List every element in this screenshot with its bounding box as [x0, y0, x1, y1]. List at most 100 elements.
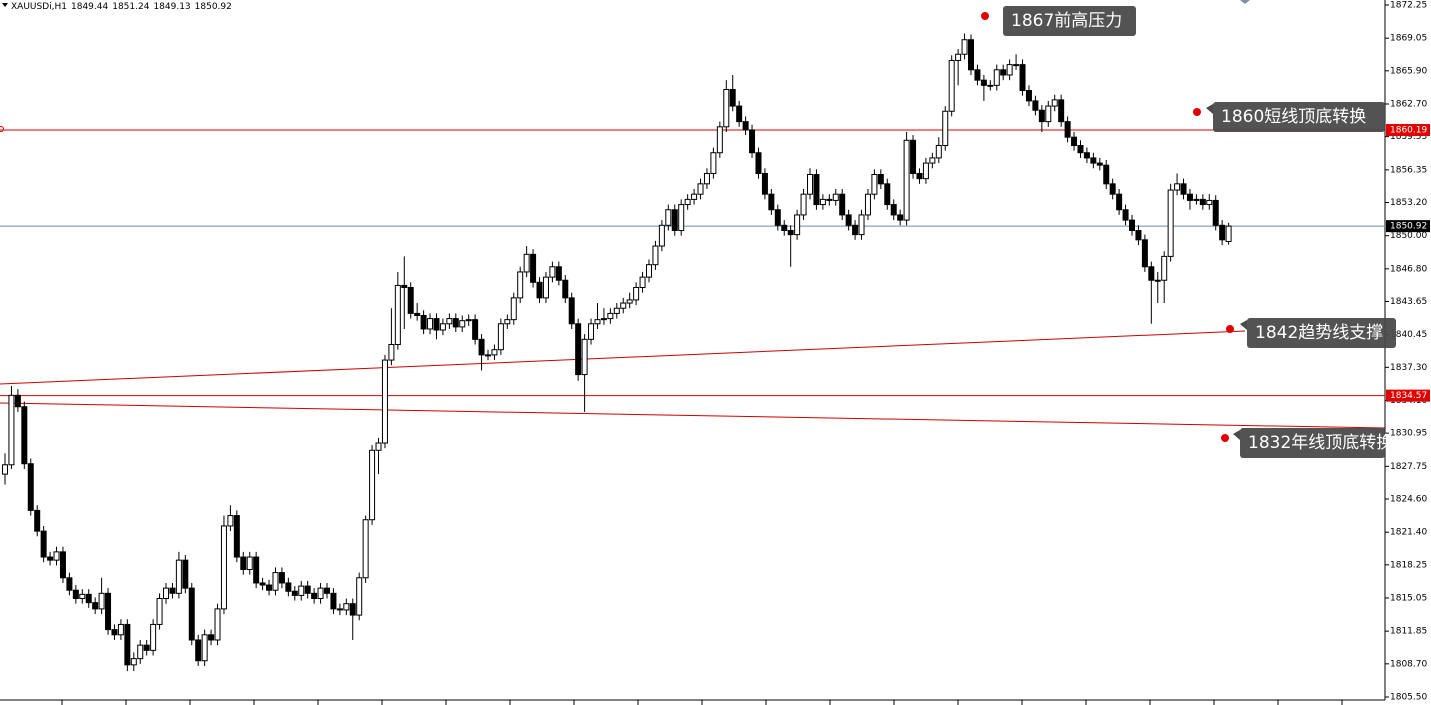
candle-body	[163, 587, 169, 600]
candle-body	[317, 587, 324, 600]
candle-body	[98, 592, 105, 610]
candle-body	[1071, 136, 1078, 146]
candle-body	[768, 193, 775, 211]
candle-body	[819, 198, 826, 206]
scroll-marker[interactable]	[1240, 0, 1250, 4]
candle-body	[929, 157, 936, 164]
candle-body	[369, 449, 376, 521]
candle-body	[491, 349, 498, 356]
candle-body	[517, 271, 524, 299]
candle-body	[1225, 225, 1232, 242]
candle-body	[884, 183, 891, 206]
candle-body	[832, 193, 839, 201]
candle-body	[478, 338, 485, 356]
annotation-text: 1842趋势线支撑	[1255, 323, 1383, 343]
candle-body	[266, 584, 273, 591]
candle-body	[452, 318, 459, 328]
price-tick-label: 1830.95	[1390, 429, 1427, 439]
candle-body	[1025, 90, 1032, 102]
candle-body	[742, 121, 749, 131]
candle-body	[549, 266, 556, 278]
candle-body	[53, 551, 60, 561]
price-tick-label: 1853.20	[1390, 198, 1427, 208]
candle-body	[1103, 164, 1110, 185]
price-tick-label: 1818.25	[1390, 560, 1427, 570]
candle-body	[330, 592, 337, 610]
candle-body	[974, 69, 981, 81]
price-tick-label: 1846.80	[1390, 264, 1427, 274]
candle-body	[1212, 199, 1219, 226]
candle-body	[2, 464, 8, 475]
candle-body	[1077, 144, 1084, 154]
candle-body	[1180, 183, 1187, 195]
candle-body	[684, 198, 691, 206]
candle-body	[1090, 157, 1097, 164]
annotation-box	[1247, 318, 1396, 348]
candle-body	[633, 287, 640, 301]
candle-body	[703, 172, 710, 185]
candle-body	[774, 209, 781, 226]
candle-body	[646, 264, 652, 278]
candle-body	[813, 174, 820, 206]
candle-body	[227, 515, 234, 527]
candle-body	[278, 572, 285, 584]
candle-body	[858, 214, 865, 236]
candle-body	[897, 214, 904, 221]
menu-icon[interactable]	[2, 3, 8, 7]
annotation-dot	[1193, 108, 1201, 116]
candle-body	[117, 623, 124, 636]
candle-body	[92, 602, 99, 610]
candle-body	[105, 592, 112, 631]
candle-body	[710, 152, 717, 174]
candle-body	[240, 556, 247, 570]
candle-body	[542, 276, 549, 299]
price-tick-label: 1808.70	[1390, 659, 1427, 669]
candle-body	[195, 639, 202, 662]
candle-body	[1058, 99, 1065, 123]
price-tick-label: 1859.55	[1390, 132, 1427, 142]
trend-line	[0, 330, 1246, 385]
candle-body	[137, 644, 144, 660]
candle-body	[349, 603, 356, 616]
candle-body	[311, 592, 318, 600]
candle-body	[175, 559, 182, 594]
candle-body	[510, 297, 517, 321]
candle-body	[749, 129, 756, 154]
candle-body	[658, 224, 665, 247]
candle-body	[678, 204, 685, 231]
candle-body	[27, 463, 34, 511]
candle-body	[201, 634, 208, 662]
candle-body	[150, 623, 157, 651]
candle-body	[716, 126, 723, 154]
candle-body	[1174, 183, 1181, 191]
candle-body	[465, 319, 472, 322]
candle-body	[156, 598, 163, 625]
candle-body	[427, 318, 434, 330]
candle-body	[298, 585, 305, 596]
candle-body	[1167, 189, 1174, 257]
price-tick-label: 1811.85	[1390, 627, 1427, 637]
candle-body	[581, 338, 588, 376]
price-tick-label: 1850.00	[1390, 231, 1427, 241]
candle-body	[852, 224, 859, 236]
candle-body	[233, 515, 240, 558]
candle-body	[723, 88, 730, 128]
price-tick-label: 1869.05	[1390, 34, 1427, 44]
price-tick-label: 1840.45	[1390, 330, 1427, 340]
annotation-pointer	[1240, 320, 1247, 330]
candle-body	[336, 608, 343, 611]
candle-body	[1129, 219, 1135, 231]
candle-body	[826, 198, 833, 201]
candle-body	[111, 629, 118, 636]
candle-body	[755, 152, 762, 174]
candle-body	[1161, 255, 1168, 281]
header-high: 1851.24	[112, 2, 149, 12]
candle-body	[21, 406, 28, 465]
annotation-pointer	[1233, 430, 1240, 440]
annotation-box	[1240, 428, 1385, 458]
candle-body	[291, 590, 298, 596]
candle-body	[375, 442, 382, 451]
price-tick-label: 1843.65	[1390, 297, 1427, 307]
candle-body	[1148, 266, 1155, 281]
price-tick-label: 1856.35	[1390, 165, 1427, 175]
